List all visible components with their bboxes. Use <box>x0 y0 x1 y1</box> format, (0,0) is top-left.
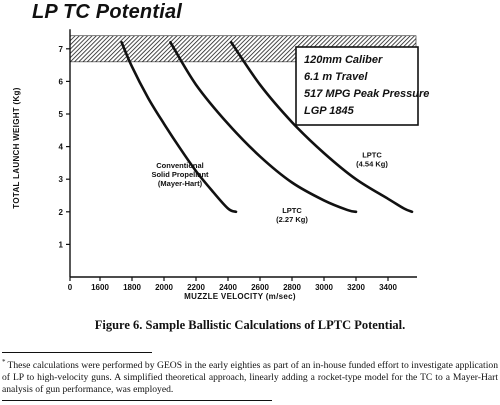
info-box: 120mm Caliber 6.1 m Travel 517 MPG Peak … <box>295 46 429 126</box>
x-axis-label: MUZZLE VELOCITY (m/sec) <box>184 292 296 301</box>
series-label-line: (4.54 Kg) <box>356 159 388 168</box>
y-axis-label: TOTAL LAUNCH WEIGHT (Kg) <box>12 87 21 208</box>
footnote-mark: * <box>2 358 6 366</box>
x-tick-label: 3400 <box>379 283 397 292</box>
footnote: * These calculations were performed by GE… <box>2 356 498 396</box>
series-label-line: LPTC <box>362 150 382 159</box>
y-tick-label: 4 <box>59 143 64 152</box>
x-ticks: 0 1600 1800 2000 2200 2400 2600 2800 3000 3200 340… <box>68 277 397 292</box>
series-line <box>120 41 238 214</box>
info-line-lgp: LGP 1845 <box>304 105 355 117</box>
footnote-divider <box>2 352 152 353</box>
y-tick-label: 5 <box>59 110 64 119</box>
figure-caption: Figure 6. Sample Ballistic Calculations … <box>94 318 406 332</box>
chart: 1 2 3 4 5 6 7 0 1600 1800 2000 2200 2400 2600 2800 300… <box>12 29 429 301</box>
series-label-line: (2.27 Kg) <box>276 215 308 224</box>
x-tick-label: 0 <box>68 283 73 292</box>
info-box-frame <box>295 46 419 126</box>
x-tick-label: 2200 <box>187 283 205 292</box>
series-line <box>169 41 358 214</box>
bottom-divider <box>2 400 272 401</box>
chart-title: LP TC Potential <box>32 1 183 23</box>
y-tick-label: 1 <box>59 240 64 249</box>
series-label-line: LPTC <box>282 206 302 215</box>
y-ticks: 1 2 3 4 5 6 7 <box>59 45 70 249</box>
footnote-text: These calculations were performed by GEO… <box>2 360 498 396</box>
x-tick-label: 1800 <box>123 283 141 292</box>
info-line-pressure: 517 MPG Peak Pressure <box>304 88 429 100</box>
series-label-line: (Mayer-Hart) <box>158 179 203 188</box>
y-tick-label: 7 <box>59 45 64 54</box>
x-tick-label: 2600 <box>251 283 269 292</box>
series-label-line: Solid Propellant <box>151 170 209 179</box>
x-tick-label: 3200 <box>347 283 365 292</box>
series-group <box>120 41 414 214</box>
info-line-caliber: 120mm Caliber <box>304 54 383 66</box>
series-label-line: Conventional <box>156 161 204 170</box>
info-line-travel: 6.1 m Travel <box>304 71 368 83</box>
x-tick-label: 2000 <box>155 283 173 292</box>
y-tick-label: 2 <box>59 208 64 217</box>
y-tick-label: 3 <box>59 175 64 184</box>
x-tick-label: 1600 <box>91 283 109 292</box>
series-line <box>229 41 414 214</box>
y-tick-label: 6 <box>59 77 64 86</box>
x-tick-label: 2400 <box>219 283 237 292</box>
x-tick-label: 3000 <box>315 283 333 292</box>
x-tick-label: 2800 <box>283 283 301 292</box>
